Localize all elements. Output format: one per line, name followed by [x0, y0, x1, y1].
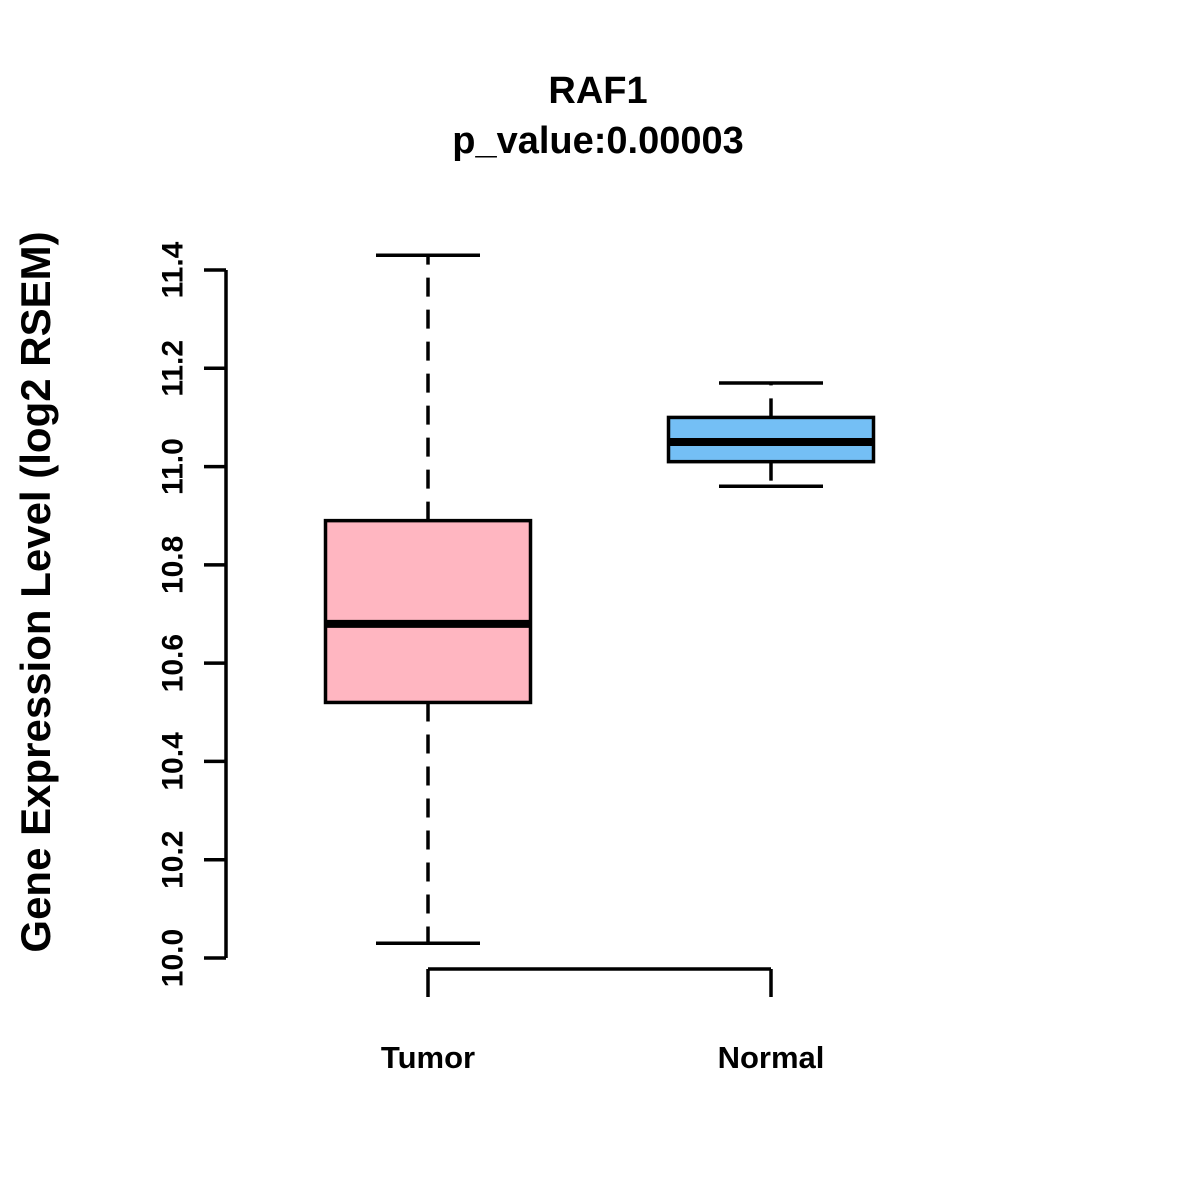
x-category-label-tumor: Tumor	[380, 1040, 476, 1075]
y-axis-tick-label: 11.2	[157, 340, 190, 397]
x-category-label-normal: Normal	[717, 1040, 825, 1075]
chart-title: RAF1	[548, 70, 648, 112]
y-axis-tick-label: 10.6	[157, 634, 190, 692]
y-axis-label: Gene Expression Level (log2 RSEM)	[12, 231, 59, 953]
box-tumor	[323, 518, 533, 705]
y-axis-tick-label: 10.4	[157, 732, 190, 791]
y-axis-tick-label: 10.0	[157, 929, 190, 987]
chart-title-block: RAF1 p_value:0.00003	[452, 66, 744, 166]
y-axis-tick-label: 11.0	[157, 438, 190, 495]
chart-subtitle: p_value:0.00003	[452, 120, 744, 162]
y-axis-tick-label: 11.4	[157, 241, 190, 298]
y-axis-tick-label: 10.8	[157, 536, 190, 594]
y-axis-tick-label: 10.2	[157, 831, 190, 889]
